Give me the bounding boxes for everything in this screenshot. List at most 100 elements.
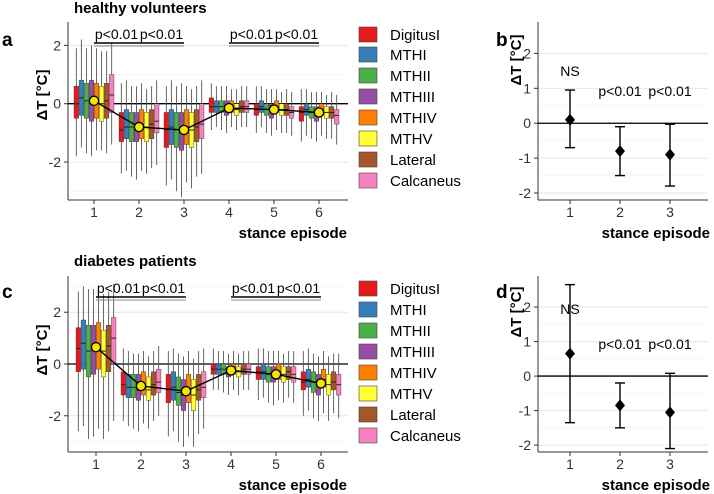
x-tick-label: 1 [90, 204, 98, 220]
significance-label: NS [560, 301, 579, 317]
bracket-label: p<0.01 [230, 26, 273, 42]
x-tick-label: 2 [616, 204, 624, 220]
significance-label: p<0.01 [598, 336, 641, 352]
legend-panel-a: DigitusI MTHI MTHII MTHIII MTHIV MTHV La… [358, 26, 461, 190]
y-tick-label: 0 [53, 96, 61, 112]
y-tick-label: -2 [519, 185, 532, 201]
x-tick-label: 2 [135, 204, 143, 220]
box-mthii [130, 374, 136, 398]
panel-letter-d: d [496, 282, 508, 303]
legend-label: DigitusI [390, 27, 440, 44]
box-digitusi [208, 97, 214, 113]
y-tick-label: 0 [523, 368, 531, 384]
bracket-label: p<0.01 [95, 26, 138, 42]
box-calcaneus [156, 368, 162, 393]
bracket-label: p<0.01 [232, 280, 275, 296]
mean-diamond [565, 347, 575, 360]
panel-a-title: healthy volunteers [74, 0, 207, 17]
box-mthi [305, 368, 311, 388]
panel-letter-a: a [2, 30, 13, 51]
legend-label: MTHI [390, 47, 427, 64]
panel-b-y-title: ΔT [°C] [508, 35, 525, 86]
legend-swatch [358, 364, 378, 381]
mean-point [90, 341, 102, 353]
mean-diamond [615, 399, 625, 412]
panel-a-x-title: stance episode [239, 225, 347, 242]
y-tick-label: 2 [523, 299, 531, 315]
significance-label: p<0.01 [648, 83, 691, 99]
panel-letter-b: b [496, 30, 508, 51]
mean-point [268, 104, 280, 115]
legend-label: MTHV [390, 386, 433, 403]
legend-item: MTHIII [358, 343, 435, 361]
bracket-label: p<0.01 [140, 26, 183, 42]
box-mthi [125, 374, 131, 398]
mean-point [315, 378, 327, 389]
mean-point [178, 124, 190, 136]
box-lateral [106, 324, 112, 372]
legend-swatch [358, 67, 378, 84]
legend-item: MTHV [358, 385, 433, 403]
box-digitusi [118, 112, 124, 142]
x-tick-label: 3 [180, 204, 188, 220]
legend-panel-c: DigitusI MTHI MTHII MTHIII MTHIV MTHV La… [358, 280, 461, 445]
legend-label: Lateral [390, 152, 436, 169]
y-tick-label: -2 [49, 408, 62, 424]
box-lateral [331, 371, 337, 391]
legend-item: MTHI [358, 46, 427, 64]
legend-item: MTHII [358, 322, 431, 340]
x-tick-label: 2 [137, 456, 145, 472]
panel-b-x-title: stance episode [602, 225, 710, 242]
legend-item: MTHIV [358, 109, 437, 127]
mean-line [93, 100, 320, 131]
x-tick-label: 3 [666, 204, 674, 220]
legend-swatch [358, 427, 378, 444]
y-tick-label: -2 [49, 154, 62, 170]
legend-swatch [358, 172, 378, 189]
y-tick-label: -1 [519, 150, 532, 166]
mean-diamond [565, 113, 575, 126]
significance-label: NS [560, 63, 579, 79]
x-tick-label: 1 [566, 204, 574, 220]
x-tick-label: 4 [227, 456, 235, 472]
bracket-label: p<0.01 [97, 280, 140, 296]
legend-swatch [358, 343, 378, 360]
y-tick-label: 1 [523, 80, 531, 96]
legend-label: DigitusI [390, 281, 440, 298]
y-tick-label: 0 [523, 115, 531, 131]
legend-label: MTHII [390, 323, 431, 340]
legend-item: DigitusI [358, 280, 440, 298]
y-tick-label: 0 [53, 356, 61, 372]
box-mthi [123, 109, 129, 139]
legend-swatch [358, 109, 378, 126]
x-tick-label: 1 [92, 456, 100, 472]
bracket-label: p<0.01 [142, 280, 185, 296]
y-tick-label: -1 [519, 403, 532, 419]
significance-label: p<0.01 [598, 83, 641, 99]
y-tick-label: 2 [523, 45, 531, 61]
mean-point [270, 369, 282, 380]
legend-swatch [358, 406, 378, 423]
legend-swatch [358, 280, 378, 297]
panel-c-title: diabetes patients [74, 253, 197, 270]
legend-label: Calcaneus [390, 428, 461, 445]
mean-point [88, 95, 100, 107]
legend-swatch [358, 385, 378, 402]
mean-point [135, 380, 147, 392]
box-lateral [194, 109, 200, 142]
legend-item: DigitusI [358, 26, 440, 44]
bracket-label: p<0.01 [275, 26, 318, 42]
box-calcaneus [201, 371, 207, 398]
x-tick-label: 3 [182, 456, 190, 472]
legend-swatch [358, 88, 378, 105]
x-tick-label: 5 [270, 204, 278, 220]
bracket-label: p<0.01 [277, 280, 320, 296]
box-mthi [80, 319, 86, 370]
mean-diamond [665, 406, 675, 419]
legend-item: Lateral [358, 151, 436, 169]
box-lateral [196, 374, 202, 401]
box-calcaneus [111, 317, 117, 365]
x-tick-label: 6 [315, 204, 323, 220]
legend-swatch [358, 301, 378, 318]
